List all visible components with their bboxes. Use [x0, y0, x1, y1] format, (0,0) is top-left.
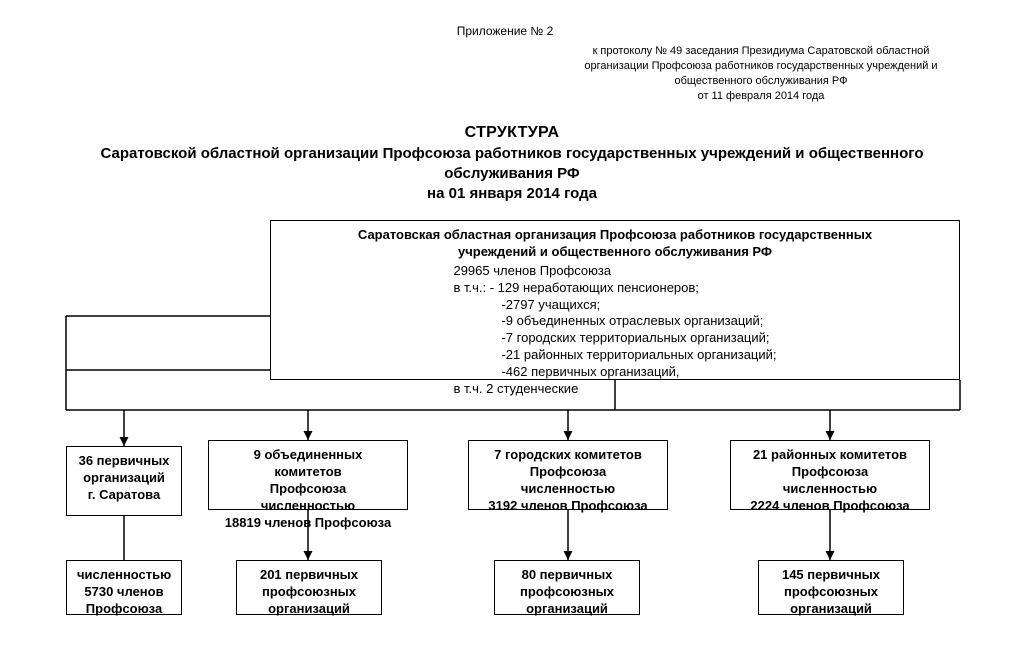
branch-primary-orgs: 36 первичных организаций г. Саратова — [66, 446, 182, 516]
protocol-line: организации Профсоюза работников государ… — [526, 59, 996, 74]
root-item: -7 городских территориальных организаций… — [453, 330, 776, 347]
root-members: 29965 членов Профсоюза — [453, 263, 776, 280]
title-main: СТРУКТУРА — [0, 122, 1024, 144]
label: 145 первичных — [782, 567, 880, 582]
protocol-line: общественного обслуживания РФ — [526, 74, 996, 89]
appendix-label: Приложение № 2 — [0, 24, 1010, 38]
label: численностью — [521, 481, 615, 496]
root-title: Саратовская областная организация Профсо… — [281, 227, 949, 244]
label: Профсоюза — [530, 464, 606, 479]
label: профсоюзных — [520, 584, 614, 599]
label: Профсоюза — [86, 601, 162, 616]
label: 80 первичных — [522, 567, 613, 582]
root-details: 29965 членов Профсоюза в т.ч.: - 129 нер… — [453, 263, 776, 398]
protocol-block: к протоколу № 49 заседания Президиума Са… — [526, 44, 996, 103]
root-item: -2797 учащихся; — [453, 297, 776, 314]
label: 2224 членов Профсоюза — [750, 498, 909, 513]
branch-district-committees: 21 районных комитетов Профсоюза численно… — [730, 440, 930, 510]
label: организаций — [790, 601, 872, 616]
root-item: -21 районных территориальных организаций… — [453, 347, 776, 364]
root-node: Саратовская областная организация Профсо… — [270, 220, 960, 380]
label: Профсоюза — [792, 464, 868, 479]
label: численностью — [261, 498, 355, 513]
branch-district-primary: 145 первичных профсоюзных организаций — [758, 560, 904, 615]
label: организаций — [526, 601, 608, 616]
protocol-line: к протоколу № 49 заседания Президиума Са… — [526, 44, 996, 59]
branch-primary-count: численностью 5730 членов Профсоюза — [66, 560, 182, 615]
label: численностью — [77, 567, 171, 582]
branch-city-primary: 80 первичных профсоюзных организаций — [494, 560, 640, 615]
branch-united-primary: 201 первичных профсоюзных организаций — [236, 560, 382, 615]
root-item: в т.ч. 2 студенческие — [453, 381, 776, 398]
label: г. Саратова — [88, 487, 160, 502]
label: 7 городских комитетов — [494, 447, 642, 462]
page: Приложение № 2 к протоколу № 49 заседани… — [0, 0, 1024, 648]
label: 18819 членов Профсоюза — [225, 515, 391, 530]
root-item: -9 объединенных отраслевых организаций; — [453, 313, 776, 330]
label: профсоюзных — [262, 584, 356, 599]
label: 201 первичных — [260, 567, 358, 582]
label: 21 районных комитетов — [753, 447, 907, 462]
protocol-line: от 11 февраля 2014 года — [526, 89, 996, 104]
branch-united-committees: 9 объединенных комитетов Профсоюза числе… — [208, 440, 408, 510]
title-line: на 01 января 2014 года — [0, 184, 1024, 204]
page-title: СТРУКТУРА Саратовской областной организа… — [0, 122, 1024, 204]
root-item: -462 первичных организаций, — [453, 364, 776, 381]
label: 5730 членов — [84, 584, 163, 599]
label: 36 первичных — [79, 453, 170, 468]
label: численностью — [783, 481, 877, 496]
title-line: Саратовской областной организации Профсо… — [0, 144, 1024, 164]
label: организаций — [83, 470, 165, 485]
label: организаций — [268, 601, 350, 616]
label: профсоюзных — [784, 584, 878, 599]
branch-city-committees: 7 городских комитетов Профсоюза численно… — [468, 440, 668, 510]
label: 3192 членов Профсоюза — [488, 498, 647, 513]
label: 9 объединенных комитетов — [254, 447, 363, 479]
label: Профсоюза — [270, 481, 346, 496]
root-title: учреждений и общественного обслуживания … — [281, 244, 949, 261]
title-line: обслуживания РФ — [0, 164, 1024, 184]
root-item: в т.ч.: - 129 неработающих пенсионеров; — [453, 280, 776, 297]
